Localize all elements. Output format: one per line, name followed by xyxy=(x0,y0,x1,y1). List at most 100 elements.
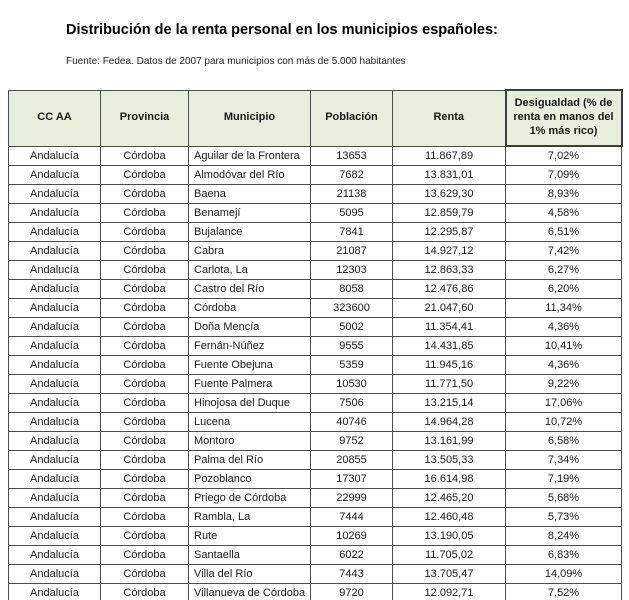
table-cell: 11,34% xyxy=(505,297,622,318)
source-note: Fuente: Fedea. Datos de 2007 para munici… xyxy=(66,56,406,67)
table-cell: 12.465,20 xyxy=(392,487,506,508)
table-cell: Córdoba xyxy=(100,430,189,451)
table-cell: 7,42% xyxy=(505,240,622,261)
table-row: Andalucía Córdoba Rute 10269 13.190,05 8,24% xyxy=(8,525,622,546)
table-cell: 4,58% xyxy=(505,202,622,223)
table-header: CC AA Provincia Municipio Población Renta Des… xyxy=(8,89,623,147)
table-cell: Montoro xyxy=(188,430,311,451)
table-cell: 13.161,99 xyxy=(392,430,506,451)
table-cell: Villa del Río xyxy=(188,563,311,584)
table-cell: Córdoba xyxy=(100,240,189,261)
table-cell: 4,36% xyxy=(505,316,622,337)
table-row: Andalucía Córdoba Rambla, La 7444 12.460,48 5… xyxy=(8,506,622,527)
table-cell: Pozoblanco xyxy=(188,468,311,489)
table-row: Andalucía Córdoba Fuente Obejuna 5359 11.945… xyxy=(8,354,622,375)
table-cell: Priego de Córdoba xyxy=(188,487,311,508)
table-cell: 7443 xyxy=(310,563,393,584)
table-cell: 13.629,30 xyxy=(392,183,506,204)
table-cell: Andalucía xyxy=(8,164,101,185)
table-row: Andalucía Córdoba Santaella 6022 11.705,02 6,… xyxy=(8,544,622,565)
table-row: Andalucía Córdoba Fuente Palmera 10530 11.77… xyxy=(8,373,622,394)
table-cell: Córdoba xyxy=(100,297,189,318)
table-cell: 10269 xyxy=(310,525,393,546)
table-cell: Fuente Palmera xyxy=(188,373,311,394)
table-cell: 7,52% xyxy=(505,582,622,600)
table-cell: 12.092,71 xyxy=(392,582,506,600)
table-cell: Fuente Obejuna xyxy=(188,354,311,375)
table-cell: Córdoba xyxy=(100,506,189,527)
table-row: Andalucía Córdoba Lucena 40746 14.964,28 10,7… xyxy=(8,411,622,432)
table-cell: 6,83% xyxy=(505,544,622,565)
table-cell: 13.505,33 xyxy=(392,449,506,470)
table-cell: Andalucía xyxy=(8,202,101,223)
table-cell: 20855 xyxy=(310,449,393,470)
table-cell: 14,09% xyxy=(505,563,622,584)
table-cell: Lucena xyxy=(188,411,311,432)
table-cell: Andalucía xyxy=(8,259,101,280)
table-cell: 40746 xyxy=(310,411,393,432)
table-cell: Córdoba xyxy=(100,449,189,470)
table-cell: Andalucía xyxy=(8,145,101,166)
table-cell: Aguilar de la Frontera xyxy=(188,145,311,166)
table-cell: 5095 xyxy=(310,202,393,223)
table-row: Andalucía Córdoba Carlota, La 12303 12.863,3… xyxy=(8,259,622,280)
table-cell: 12.476,86 xyxy=(392,278,506,299)
table-cell: Andalucía xyxy=(8,240,101,261)
table-cell: Doña Mencía xyxy=(188,316,311,337)
table-cell: 10,41% xyxy=(505,335,622,356)
table-cell: 7,09% xyxy=(505,164,622,185)
table-cell: 14.964,28 xyxy=(392,411,506,432)
income-distribution-table: CC AA Provincia Municipio Población Renta Des… xyxy=(8,89,623,600)
table-cell: 7,19% xyxy=(505,468,622,489)
table-cell: Córdoba xyxy=(100,335,189,356)
table-cell: 9752 xyxy=(310,430,393,451)
table-cell: 9555 xyxy=(310,335,393,356)
table-cell: 7682 xyxy=(310,164,393,185)
table-cell: 14.431,85 xyxy=(392,335,506,356)
table-cell: Córdoba xyxy=(100,221,189,242)
table-row: Andalucía Córdoba Castro del Río 8058 12.476… xyxy=(8,278,622,299)
table-row: Andalucía Córdoba Córdoba 323600 21.047,60 11… xyxy=(8,297,622,318)
table-cell: 6,27% xyxy=(505,259,622,280)
table-cell: 12.859,79 xyxy=(392,202,506,223)
table-header-row: CC AA Provincia Municipio Población Renta Des… xyxy=(8,89,623,147)
table-cell: 13653 xyxy=(310,145,393,166)
column-header: Renta xyxy=(392,89,506,147)
table-cell: Andalucía xyxy=(8,506,101,527)
table-cell: 4,36% xyxy=(505,354,622,375)
table-cell: Andalucía xyxy=(8,297,101,318)
table-cell: Andalucía xyxy=(8,278,101,299)
table-cell: Benamejí xyxy=(188,202,311,223)
table-cell: 17,06% xyxy=(505,392,622,413)
column-header: Población xyxy=(310,89,393,147)
table-row: Andalucía Córdoba Bujalance 7841 12.295,87 6,… xyxy=(8,221,622,242)
table-cell: 8,24% xyxy=(505,525,622,546)
table-cell: 11.867,89 xyxy=(392,145,506,166)
table-row: Andalucía Córdoba Priego de Córdoba 22999 12… xyxy=(8,487,622,508)
table-cell: Andalucía xyxy=(8,221,101,242)
table-cell: 10,72% xyxy=(505,411,622,432)
table-cell: 5002 xyxy=(310,316,393,337)
table-cell: 7444 xyxy=(310,506,393,527)
table-cell: 6,58% xyxy=(505,430,622,451)
table-cell: Córdoba xyxy=(100,354,189,375)
table-row: Andalucía Córdoba Cabra 21087 14.927,12 7,42% xyxy=(8,240,622,261)
table-cell: Córdoba xyxy=(100,487,189,508)
table-cell: Carlota, La xyxy=(188,259,311,280)
table-cell: 5359 xyxy=(310,354,393,375)
table-cell: 5,73% xyxy=(505,506,622,527)
table-cell: Córdoba xyxy=(100,468,189,489)
table-cell: Baena xyxy=(188,183,311,204)
table-cell: Córdoba xyxy=(100,183,189,204)
table-cell: Córdoba xyxy=(100,544,189,565)
table-row: Andalucía Córdoba Fernán-Núñez 9555 14.431,8… xyxy=(8,335,622,356)
table-cell: 16.614,98 xyxy=(392,468,506,489)
table-cell: 9720 xyxy=(310,582,393,600)
table-cell: 323600 xyxy=(310,297,393,318)
table-cell: 17307 xyxy=(310,468,393,489)
table-cell: 11.354,41 xyxy=(392,316,506,337)
table-cell: 13.831,01 xyxy=(392,164,506,185)
page-title: Distribución de la renta personal en los… xyxy=(66,22,498,38)
table-cell: Córdoba xyxy=(100,316,189,337)
table-cell: Córdoba xyxy=(100,582,189,600)
